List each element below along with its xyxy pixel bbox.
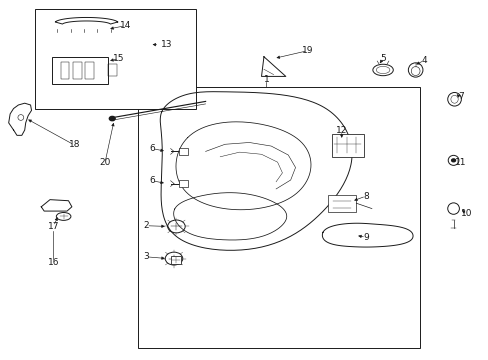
Text: 11: 11	[454, 158, 466, 167]
Bar	[137, 87, 419, 348]
Text: 19: 19	[302, 46, 313, 55]
Text: 13: 13	[161, 40, 172, 49]
Bar	[179, 148, 187, 155]
Text: 8: 8	[363, 192, 368, 201]
Text: 6: 6	[149, 144, 155, 153]
Text: 6: 6	[149, 176, 155, 185]
Bar	[52, 57, 108, 84]
Text: 4: 4	[421, 56, 427, 65]
Text: 16: 16	[47, 258, 59, 267]
Bar	[331, 134, 363, 157]
Text: 17: 17	[47, 222, 59, 231]
Text: 9: 9	[363, 233, 368, 242]
Text: 14: 14	[120, 21, 131, 30]
Bar	[170, 256, 181, 264]
Text: 1: 1	[263, 75, 269, 84]
Bar	[85, 62, 94, 79]
Text: 5: 5	[380, 54, 385, 63]
Text: 12: 12	[335, 126, 346, 135]
Text: 20: 20	[99, 158, 110, 167]
Text: 2: 2	[143, 221, 149, 230]
Bar	[73, 62, 82, 79]
Text: 7: 7	[457, 92, 463, 101]
Bar	[327, 195, 356, 212]
Text: 18: 18	[68, 140, 80, 149]
Bar	[61, 62, 69, 79]
Bar	[35, 9, 196, 109]
Bar	[108, 64, 117, 76]
Text: 3: 3	[143, 252, 149, 261]
Text: 10: 10	[461, 210, 472, 219]
Text: 15: 15	[113, 54, 124, 63]
Circle shape	[109, 116, 115, 121]
Bar	[179, 180, 187, 187]
Circle shape	[451, 159, 455, 162]
